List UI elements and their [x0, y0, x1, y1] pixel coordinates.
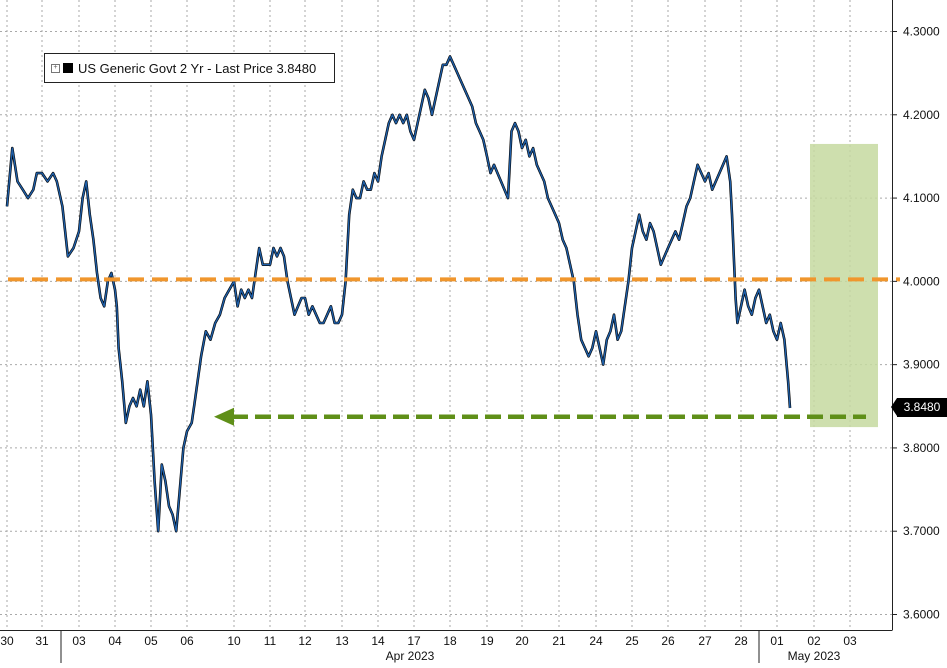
grid: [0, 0, 892, 630]
series-line-outline: [5, 55, 792, 533]
series-line: [6, 55, 791, 532]
x-tick-label: 18: [443, 634, 457, 648]
legend-label: US Generic Govt 2 Yr - Last Price 3.8480: [78, 60, 317, 76]
x-tick-label: 20: [515, 634, 529, 648]
x-tick-label: 31: [35, 634, 49, 648]
y-tick-label: 3.7000: [903, 524, 940, 538]
x-tick-label: 17: [407, 634, 421, 648]
x-tick-label: 11: [264, 634, 277, 648]
x-tick-label: 28: [734, 634, 748, 648]
x-tick-label: 02: [807, 634, 821, 648]
y-tick-label: 4.1000: [903, 191, 940, 205]
x-tick-label: 05: [144, 634, 158, 648]
legend-toggle-icon[interactable]: +: [51, 63, 60, 73]
x-tick-label: 04: [108, 634, 122, 648]
x-tick-label: 06: [180, 634, 194, 648]
highlight-band: [810, 143, 878, 428]
x-tick-label: 26: [661, 634, 675, 648]
y-tick-label: 3.9000: [903, 358, 940, 372]
x-month-label: Apr 2023: [386, 649, 435, 663]
y-tick-label: 4.0000: [903, 274, 940, 288]
x-tick-label: 27: [698, 634, 712, 648]
last-price-tag: 3.8480: [891, 398, 947, 417]
reference-lines: [8, 277, 900, 426]
y-tick-label: 4.3000: [903, 25, 940, 39]
x-month-label: May 2023: [788, 649, 841, 663]
x-tick-label: 24: [589, 634, 603, 648]
x-tick-label: 19: [480, 634, 494, 648]
y-tick-label: 4.2000: [903, 108, 940, 122]
x-tick-label: 30: [0, 634, 14, 648]
x-tick-label: 10: [227, 634, 241, 648]
x-tick-label: 12: [298, 634, 312, 648]
green-arrowhead: [214, 407, 234, 426]
x-tick-label: 25: [625, 634, 639, 648]
x-tick-label: 13: [335, 634, 349, 648]
x-tick-label: 21: [552, 634, 566, 648]
x-tick-label: 01: [770, 634, 784, 648]
x-tick-label: 03: [72, 634, 86, 648]
x-tick-label: 14: [371, 634, 385, 648]
x-tick-label: 03: [843, 634, 857, 648]
legend: + US Generic Govt 2 Yr - Last Price 3.84…: [44, 53, 335, 83]
y-tick-label: 3.6000: [903, 608, 940, 622]
series-layer: [5, 55, 792, 533]
y-tick-label: 3.8000: [903, 441, 940, 455]
legend-swatch: [63, 63, 73, 73]
